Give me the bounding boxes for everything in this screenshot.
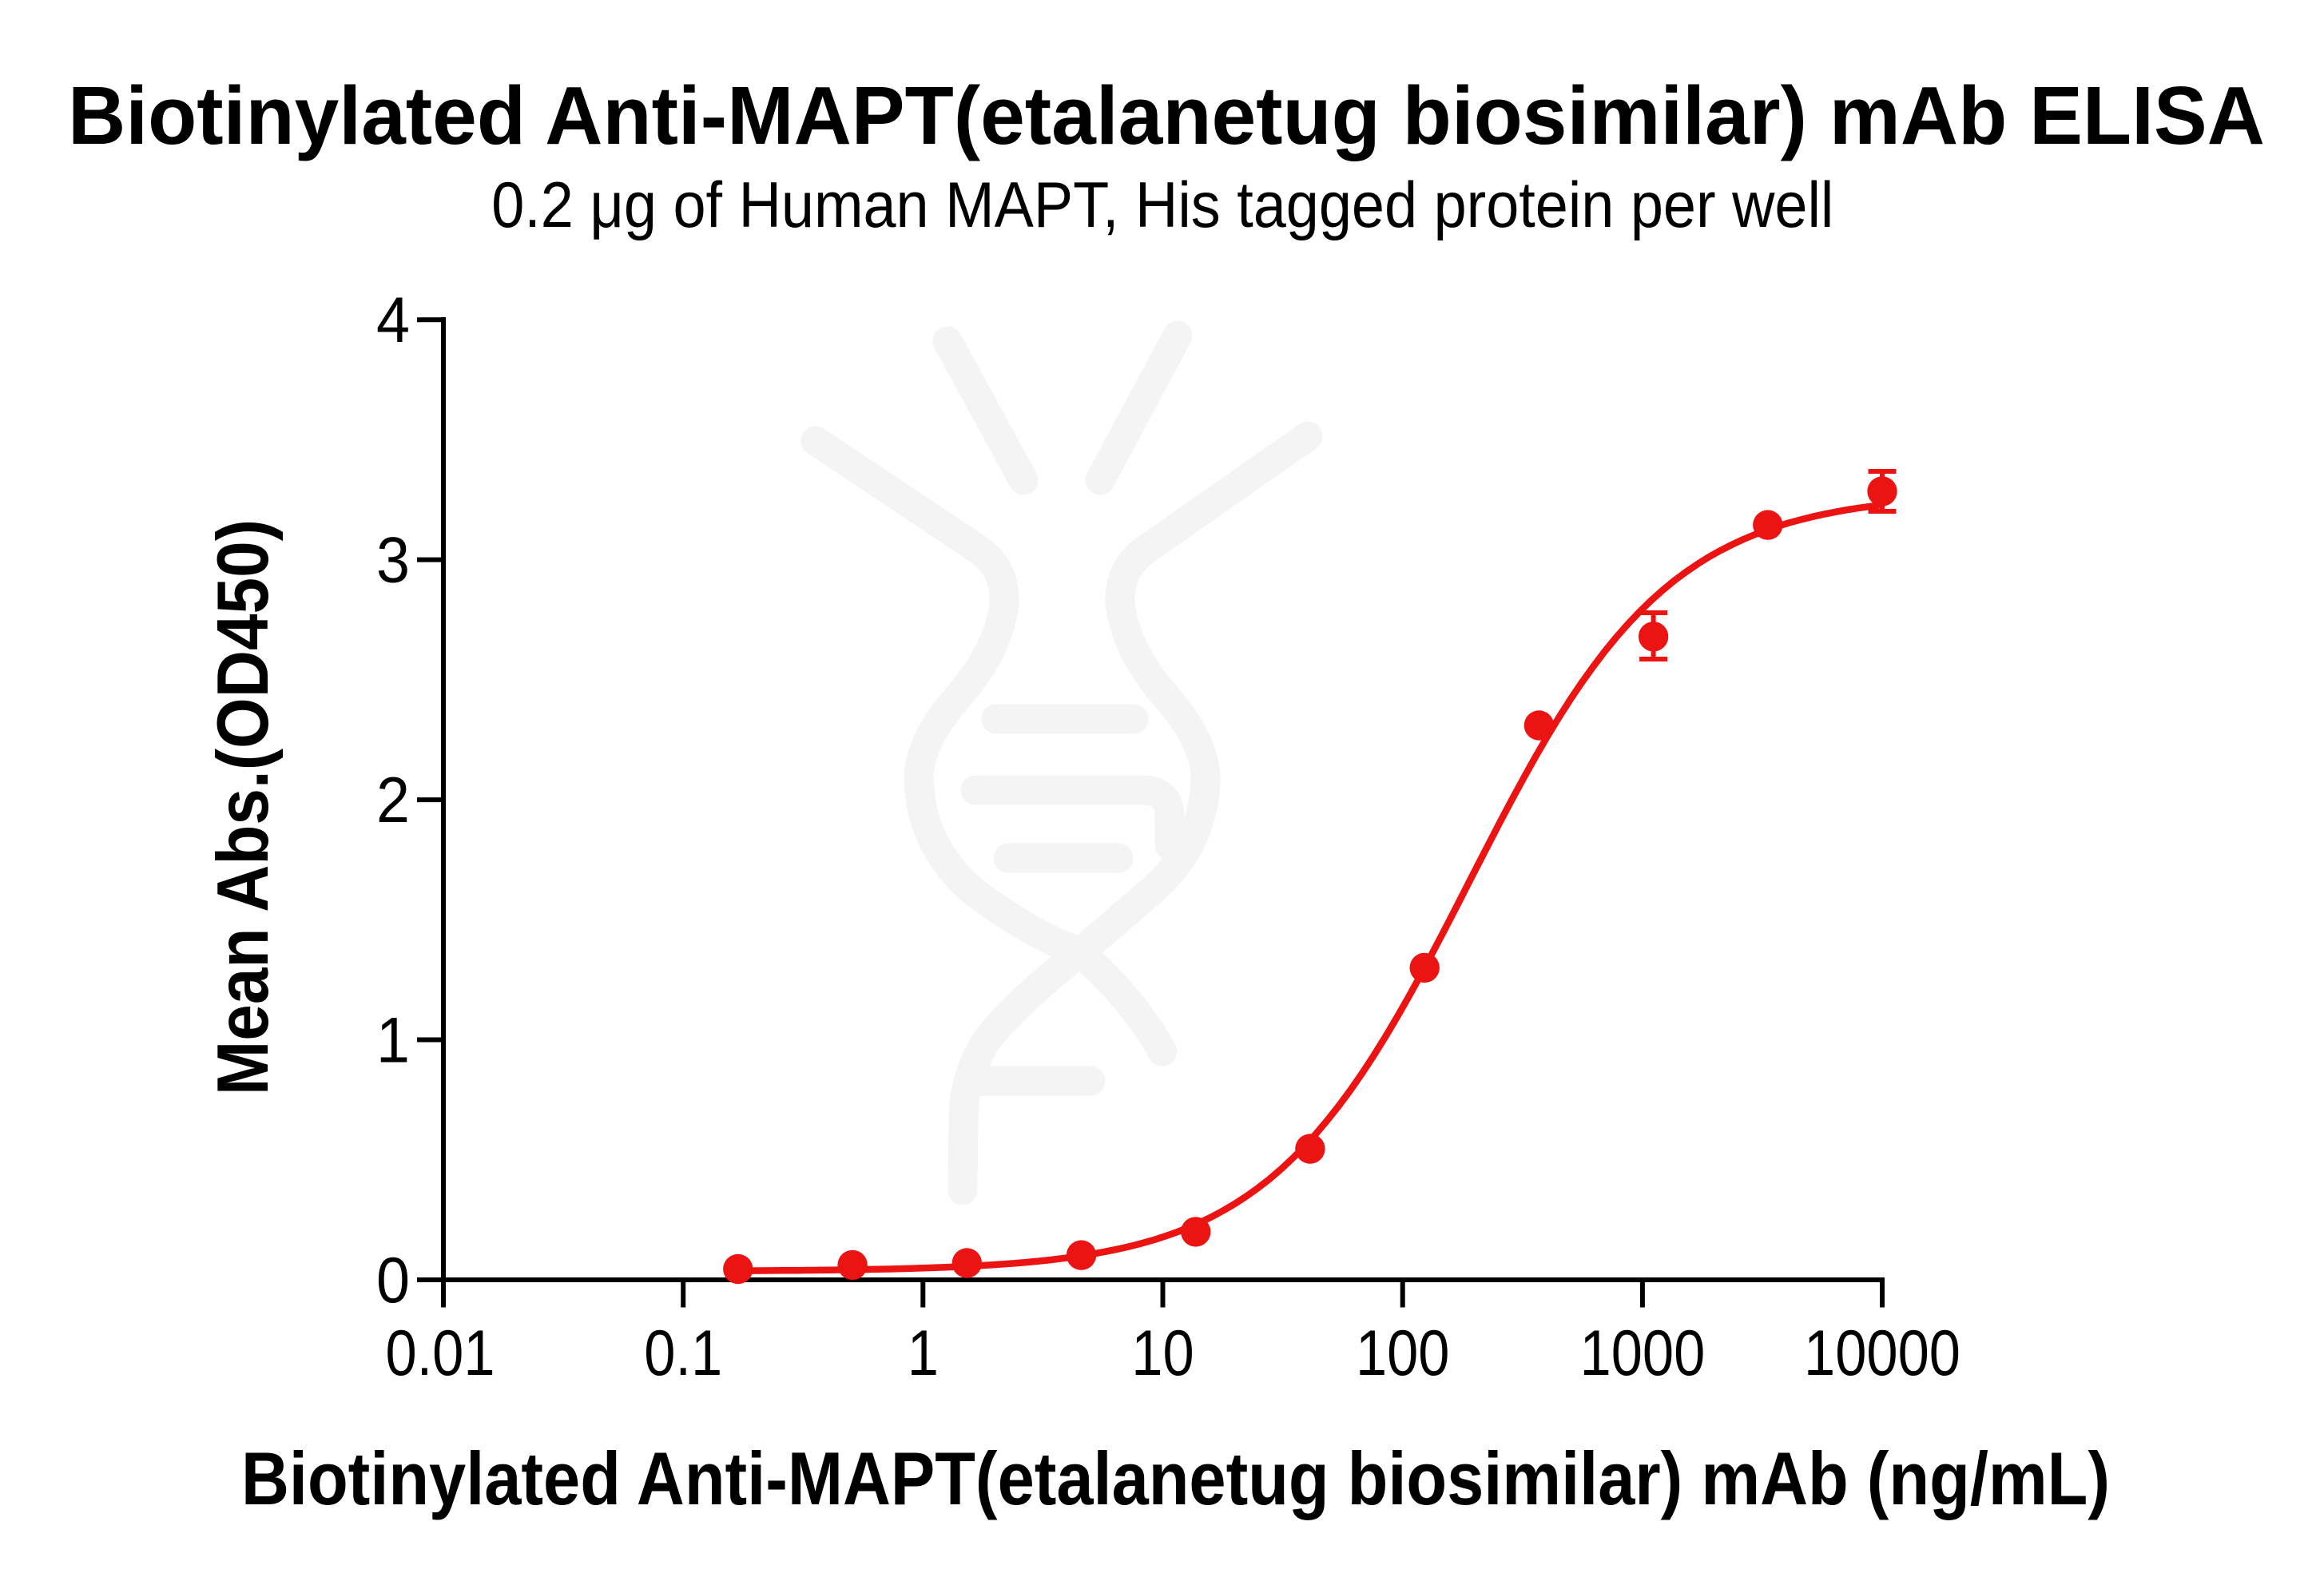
svg-text:Biotinylated Anti-MAPT(etalane: Biotinylated Anti-MAPT(etalanetug biosim… [241, 1436, 2110, 1520]
svg-text:1: 1 [376, 1005, 410, 1077]
svg-text:Mean Abs.(OD450): Mean Abs.(OD450) [203, 519, 284, 1095]
svg-text:0.01: 0.01 [385, 1317, 495, 1389]
svg-text:10000: 10000 [1804, 1317, 1961, 1389]
svg-text:1000: 1000 [1580, 1317, 1706, 1389]
svg-text:0.1: 0.1 [644, 1317, 722, 1389]
svg-text:100: 100 [1356, 1317, 1450, 1389]
svg-text:Biotinylated Anti-MAPT(etalane: Biotinylated Anti-MAPT(etalanetug biosim… [68, 70, 2265, 161]
svg-text:4: 4 [376, 284, 410, 356]
svg-text:2: 2 [376, 765, 410, 836]
svg-text:0: 0 [376, 1245, 410, 1317]
svg-text:3: 3 [376, 525, 410, 597]
svg-text:10: 10 [1131, 1317, 1194, 1389]
svg-text:0.2 μg of Human MAPT, His tagg: 0.2 μg of Human MAPT, His tagged protein… [491, 169, 1833, 241]
svg-text:1: 1 [908, 1317, 939, 1389]
